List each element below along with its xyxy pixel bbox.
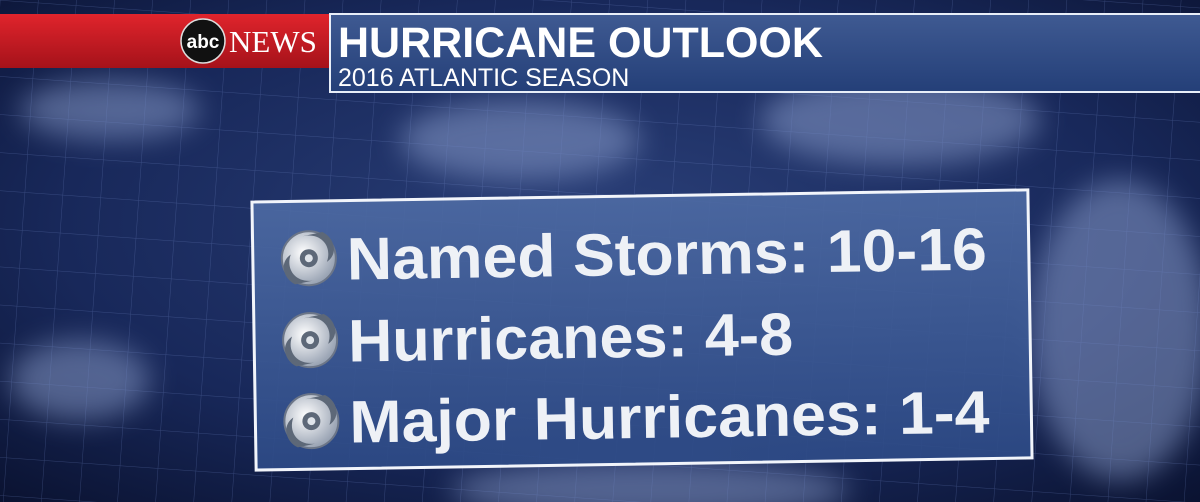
storm-icon	[281, 311, 339, 369]
outlook-item: Named Storms: 10-16	[346, 216, 987, 293]
subtitle: 2016 ATLANTIC SEASON	[338, 64, 629, 92]
brand-bar	[0, 14, 332, 68]
storm-icon	[282, 392, 340, 450]
title: HURRICANE OUTLOOK	[338, 19, 823, 67]
logo: abc	[187, 32, 220, 53]
panel-box	[250, 188, 1034, 472]
outlook-item: Hurricanes: 4-8	[348, 301, 794, 375]
storm-icon	[280, 229, 338, 287]
title-bar	[329, 13, 1200, 93]
outlook-item: Major Hurricanes: 1-4	[349, 379, 991, 456]
brand-name: NEWS	[229, 24, 317, 59]
logo-circle	[180, 18, 226, 64]
outlook-panel: Named Storms: 10-16 Hurricanes: 4-8 Majo…	[250, 188, 1034, 472]
